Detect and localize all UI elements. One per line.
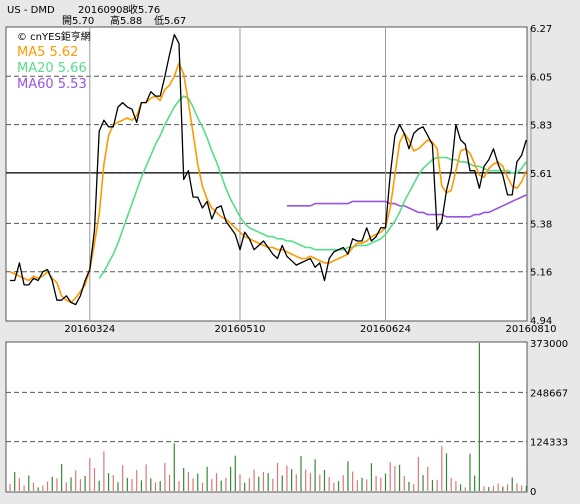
price-tick-label: 6.27	[530, 24, 552, 35]
price-x-tick-label: 20160510	[215, 324, 266, 335]
brand-label: © cnYES鉅亨網	[17, 30, 91, 43]
open-label: 開5.70	[62, 15, 94, 27]
price-tick-label: 5.61	[530, 169, 552, 180]
volume-y-axis: 373000 248667 124333 0	[530, 339, 568, 498]
price-line	[10, 33, 527, 306]
price-x-axis: 20160324 20160510 20160624 20160810	[64, 324, 556, 335]
price-x-tick-label: 20160810	[506, 324, 557, 335]
volume-tick-label: 124333	[530, 438, 568, 449]
volume-plot-area	[5, 341, 528, 493]
date-label: 20160908	[78, 5, 129, 16]
legend-ma5: MA5 5.62	[17, 45, 78, 60]
legend-ma20: MA20 5.66	[17, 61, 87, 76]
price-tick-label: 5.38	[530, 219, 552, 230]
volume-bars	[9, 343, 527, 491]
price-x-tick-label: 20160624	[360, 324, 411, 335]
volume-tick-label: 373000	[530, 339, 568, 350]
price-tick-label: 6.05	[530, 72, 552, 83]
price-y-axis: 6.27 6.05 5.83 5.61 5.38 5.16 4.94	[530, 24, 552, 327]
close-label: 收5.76	[128, 3, 160, 16]
volume-grid	[6, 391, 527, 443]
ma60-line	[286, 194, 527, 218]
volume-tick-label: 0	[530, 487, 536, 498]
volume-tick-label: 248667	[530, 388, 568, 399]
legend-ma60: MA60 5.53	[17, 77, 87, 92]
price-tick-label: 5.16	[530, 268, 552, 279]
ma20-line	[98, 95, 527, 279]
price-series	[9, 33, 528, 306]
symbol-label: US - DMD	[7, 5, 55, 16]
low-label: 低5.67	[154, 14, 186, 27]
price-tick-label: 4.94	[530, 316, 552, 327]
high-label: 高5.88	[110, 14, 142, 27]
price-x-tick-label: 20160324	[64, 324, 115, 335]
price-tick-label: 5.83	[530, 121, 552, 132]
